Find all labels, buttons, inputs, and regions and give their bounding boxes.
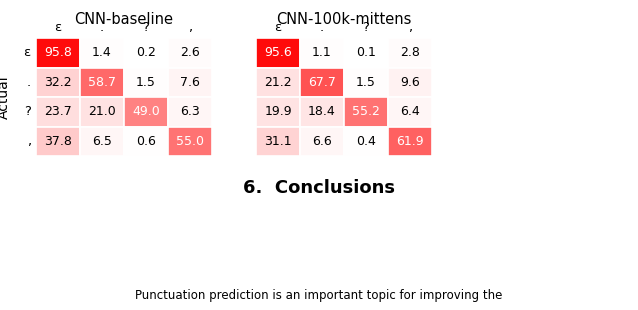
Text: 6.3: 6.3 [180,105,200,118]
Bar [80,38,124,68]
Bar [388,97,432,126]
Text: 9.6: 9.6 [400,76,420,89]
Text: CNN-baseline: CNN-baseline [75,11,174,26]
Text: ?: ? [142,21,149,34]
Text: Punctuation prediction is an important topic for improving the: Punctuation prediction is an important t… [135,289,503,302]
Text: 1.5: 1.5 [136,76,156,89]
Text: 58.7: 58.7 [88,76,116,89]
Text: 19.9: 19.9 [264,105,292,118]
Bar [344,38,388,68]
Text: .: . [27,76,31,89]
Bar [80,68,124,97]
Text: 0.4: 0.4 [356,135,376,148]
Bar [124,38,168,68]
Text: 0.2: 0.2 [136,46,156,59]
Bar [36,126,80,156]
Text: ?: ? [24,105,31,118]
Text: 6.6: 6.6 [312,135,332,148]
Text: 6.4: 6.4 [400,105,420,118]
Text: 95.6: 95.6 [264,46,292,59]
Bar [344,97,388,126]
Bar [344,68,388,97]
Text: ε: ε [274,21,281,34]
Bar [124,97,168,126]
Text: 32.2: 32.2 [44,76,72,89]
Bar [300,126,344,156]
Bar [80,126,124,156]
Text: 21.0: 21.0 [88,105,116,118]
Bar [256,68,300,97]
Text: 7.6: 7.6 [180,76,200,89]
Text: 1.5: 1.5 [356,76,376,89]
Text: ε: ε [24,46,31,59]
Text: 95.8: 95.8 [44,46,72,59]
Bar [344,126,388,156]
Text: 1.4: 1.4 [92,46,112,59]
Text: ε: ε [54,21,62,34]
Bar [36,68,80,97]
Bar [124,68,168,97]
Bar [300,97,344,126]
Text: CNN-100k-mittens: CNN-100k-mittens [276,11,412,26]
Bar [388,68,432,97]
Text: ,: , [27,135,31,148]
Text: 37.8: 37.8 [44,135,72,148]
Bar [80,97,124,126]
Text: 61.9: 61.9 [396,135,424,148]
Text: 2.6: 2.6 [180,46,200,59]
Text: 0.1: 0.1 [356,46,376,59]
Text: 23.7: 23.7 [44,105,72,118]
Bar [388,38,432,68]
Text: 6.5: 6.5 [92,135,112,148]
Text: 31.1: 31.1 [264,135,292,148]
Text: .: . [320,21,324,34]
Text: 1.1: 1.1 [312,46,332,59]
Bar [168,97,212,126]
Bar [168,68,212,97]
Bar [36,38,80,68]
Text: ?: ? [362,21,369,34]
Text: .: . [100,21,104,34]
Text: 55.2: 55.2 [352,105,380,118]
Text: 49.0: 49.0 [132,105,160,118]
Bar [124,126,168,156]
Bar [300,38,344,68]
Text: ,: , [408,21,412,34]
Text: 55.0: 55.0 [176,135,204,148]
Text: 21.2: 21.2 [264,76,292,89]
Bar [36,97,80,126]
Text: 2.8: 2.8 [400,46,420,59]
Text: 67.7: 67.7 [308,76,336,89]
Text: ,: , [188,21,192,34]
Text: Actual: Actual [0,75,11,119]
Bar [256,38,300,68]
Bar [300,68,344,97]
Text: 6.  Conclusions: 6. Conclusions [243,179,395,197]
Bar [168,38,212,68]
Bar [168,126,212,156]
Text: 0.6: 0.6 [136,135,156,148]
Bar [256,126,300,156]
Bar [388,126,432,156]
Text: 18.4: 18.4 [308,105,336,118]
Bar [256,97,300,126]
